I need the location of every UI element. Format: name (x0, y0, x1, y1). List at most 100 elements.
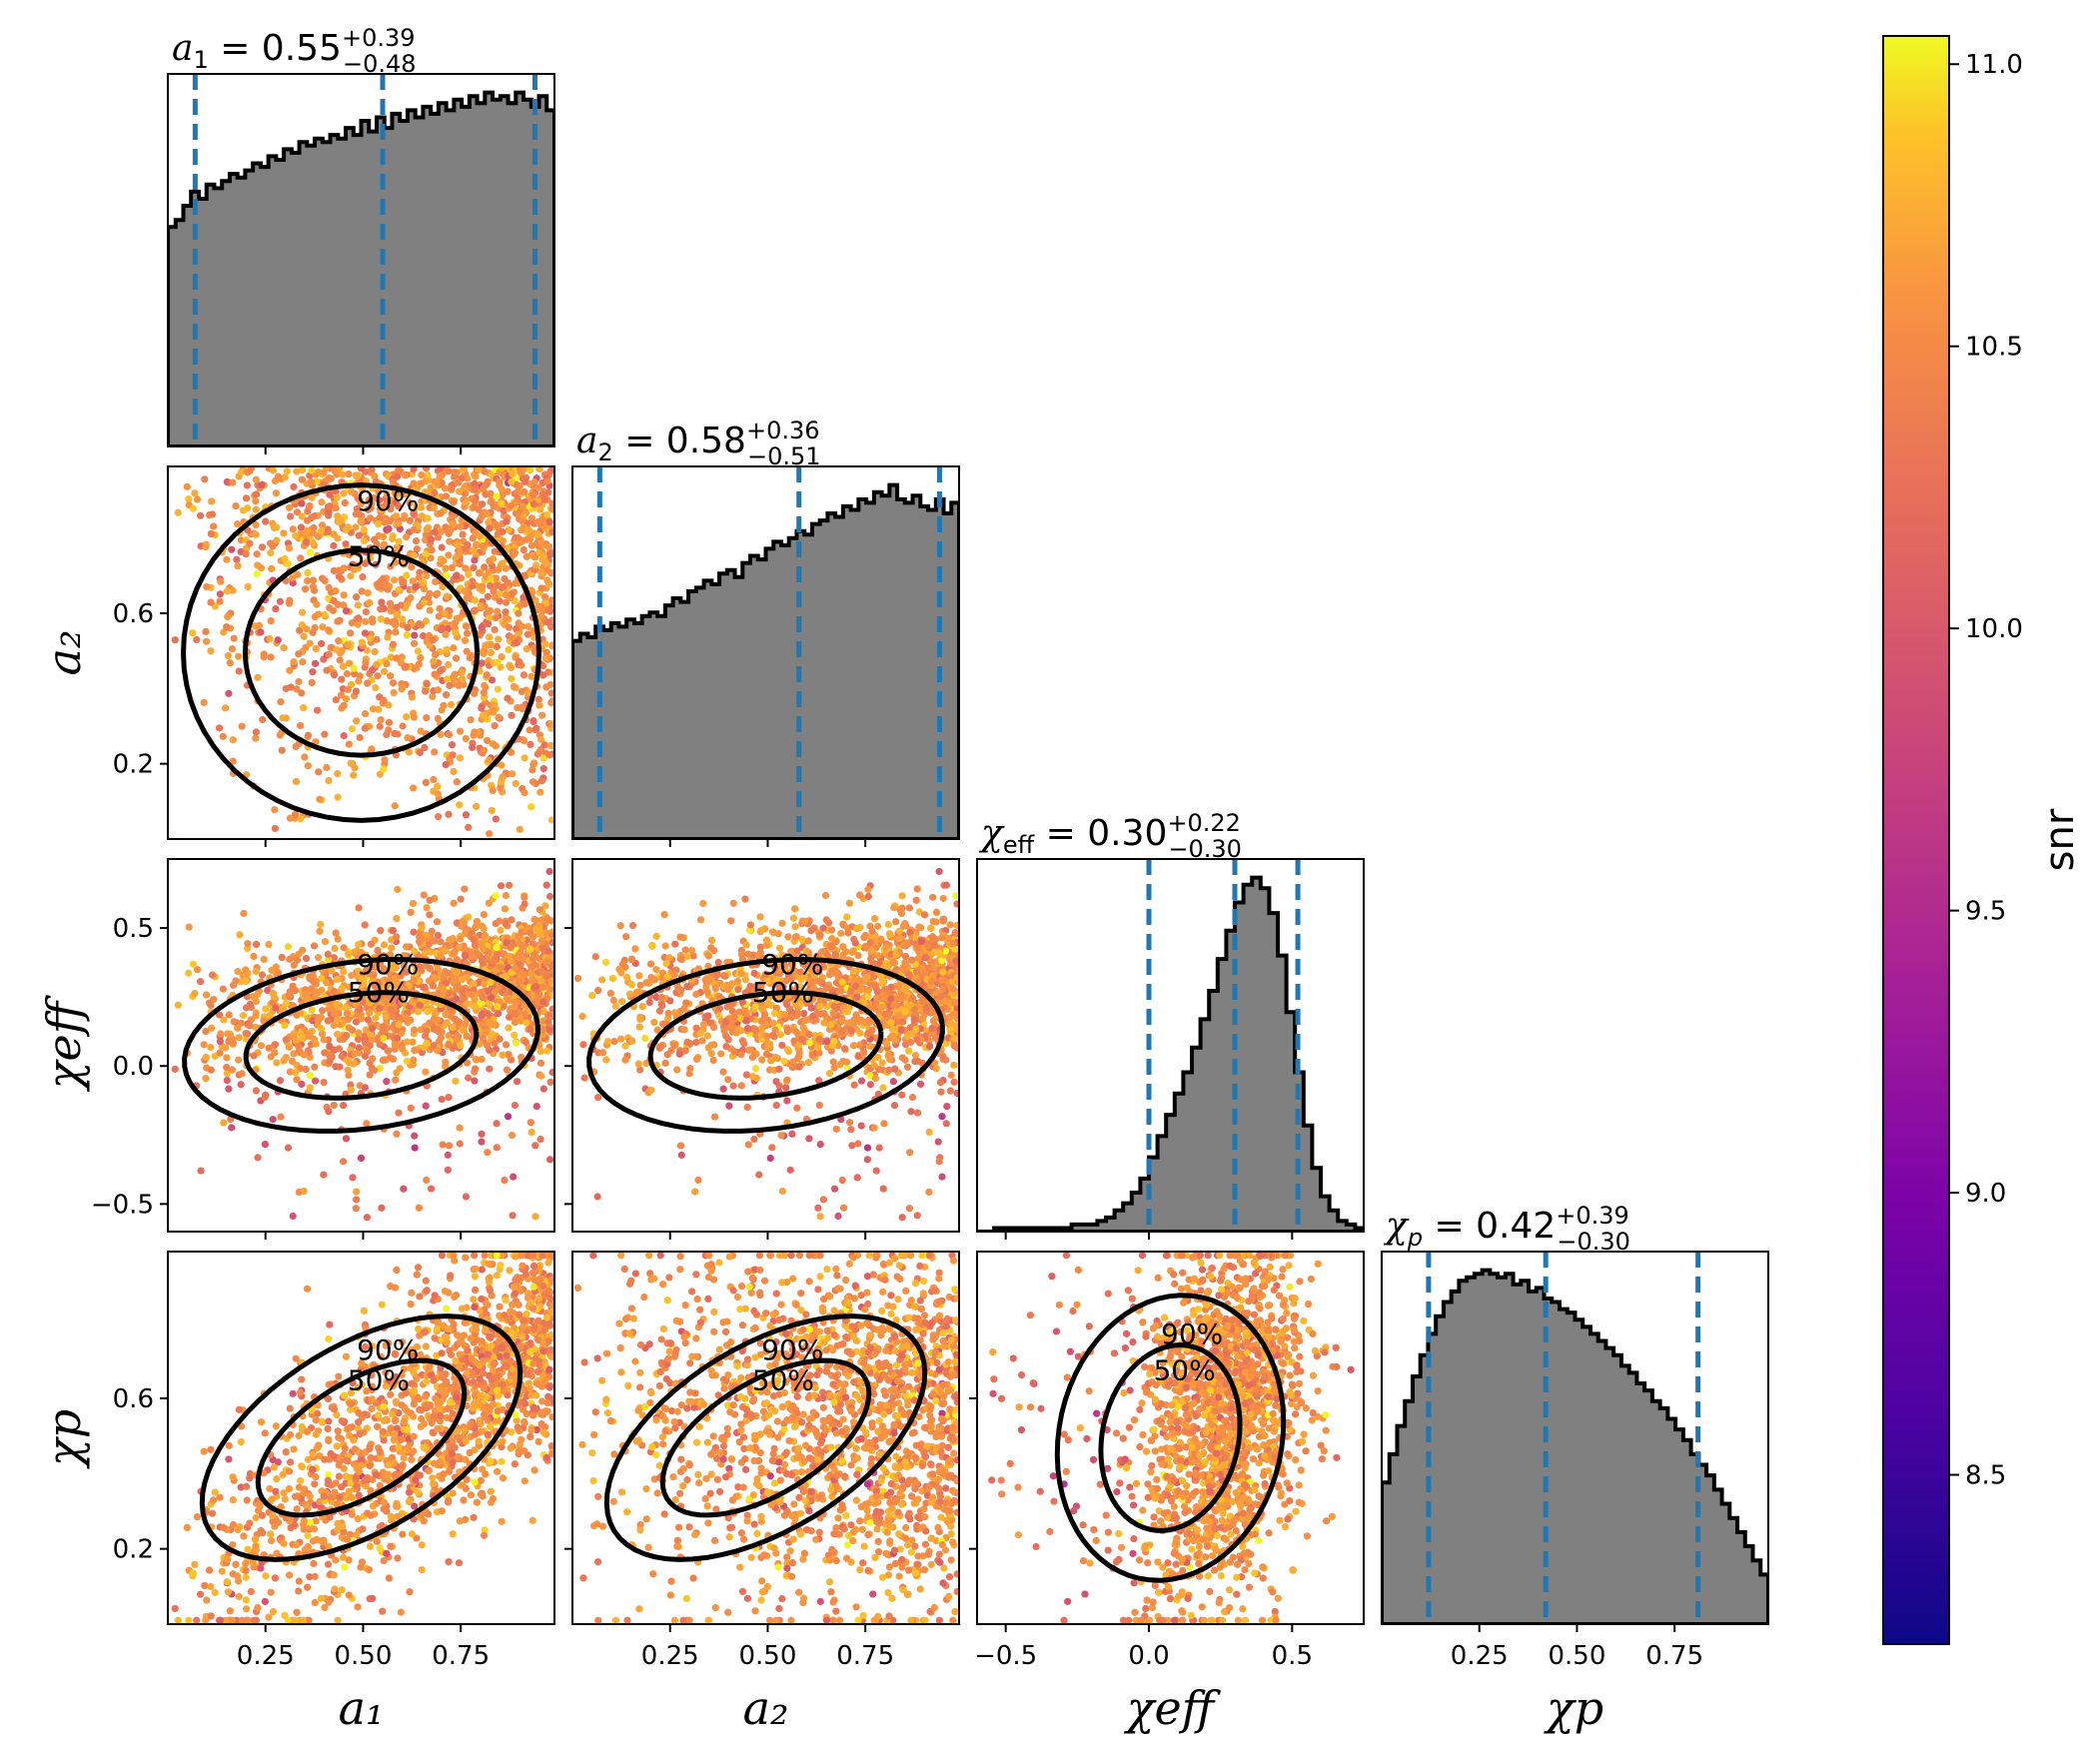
scatter-point (377, 926, 385, 935)
scatter-point (286, 814, 295, 822)
scatter-point (485, 620, 493, 628)
scatter-point (838, 1017, 846, 1025)
scatter-point (332, 503, 340, 512)
scatter-point (664, 1015, 672, 1023)
scatter-point (440, 986, 448, 994)
scatter-point (871, 1074, 879, 1083)
scatter-point (493, 492, 501, 500)
scatter-point (628, 1037, 636, 1045)
scatter-point (444, 1151, 452, 1159)
scatter-point (413, 1046, 421, 1054)
scatter-point (352, 1205, 360, 1213)
scatter-point (698, 1037, 706, 1045)
scatter-point (915, 923, 923, 931)
scatter-point (327, 643, 335, 652)
scatter-point (378, 598, 386, 606)
scatter-point (223, 1063, 231, 1072)
scatter-point (298, 621, 306, 629)
scatter-point (443, 571, 451, 579)
scatter-point (539, 552, 547, 560)
scatter-point (340, 701, 348, 709)
scatter-point (242, 494, 251, 502)
scatter-point (234, 520, 242, 528)
scatter-point (494, 530, 502, 538)
scatter-point (917, 937, 926, 946)
scatter-point (494, 1003, 502, 1011)
scatter-point (451, 676, 459, 684)
scatter-point (269, 1116, 277, 1124)
scatter-point (308, 466, 316, 474)
scatter-point (450, 767, 458, 776)
scatter-point (257, 1042, 266, 1050)
scatter-point (309, 582, 318, 590)
scatter-point (358, 638, 366, 646)
scatter-point (434, 782, 442, 790)
scatter-point (389, 1055, 398, 1063)
scatter-point (379, 1027, 387, 1036)
scatter-point (683, 952, 691, 961)
scatter-point (352, 687, 361, 695)
scatter-point (877, 936, 885, 944)
scatter-point (375, 979, 383, 987)
scatter-point (792, 1028, 801, 1037)
scatter-point (501, 905, 510, 913)
scatter-point (423, 466, 431, 472)
scatter-point (437, 730, 445, 738)
scatter-point (508, 674, 516, 683)
scatter-point (242, 550, 250, 558)
scatter-point (207, 1066, 215, 1074)
scatter-point (286, 1068, 295, 1076)
scatter-point (410, 784, 418, 792)
scatter-point (253, 550, 261, 558)
scatter-point (315, 532, 323, 540)
scatter-point (471, 1002, 480, 1011)
scatter-point (410, 1056, 418, 1064)
scatter-point (364, 679, 372, 687)
scatter-point (526, 1025, 534, 1033)
scatter-point (217, 1030, 225, 1038)
scatter-point (471, 479, 479, 487)
scatter-point (259, 715, 267, 724)
scatter-point (443, 675, 452, 683)
scatter-point (351, 670, 359, 678)
scatter-point (539, 1085, 547, 1093)
scatter-point (750, 1135, 758, 1144)
scatter-point (375, 580, 383, 588)
scatter-point (766, 1154, 774, 1163)
contour-50pct-a2-vs-a1 (242, 547, 481, 758)
scatter-point (431, 670, 439, 678)
scatter-point (267, 653, 275, 661)
scatter-point (400, 514, 409, 522)
scatter-point (401, 663, 409, 671)
y-tick-label-a2: 0.2 (113, 750, 154, 780)
scatter-point (478, 512, 486, 521)
scatter-point (288, 574, 297, 582)
scatter-point (662, 960, 670, 968)
scatter-point (280, 644, 288, 652)
scatter-point (867, 947, 876, 955)
scatter-point (313, 706, 322, 714)
scatter-point (793, 1104, 801, 1112)
scatter-point (274, 472, 283, 480)
scatter-point (509, 469, 517, 478)
scatter-point (223, 555, 231, 563)
scatter-point (520, 545, 527, 554)
scatter-point (768, 1144, 776, 1152)
scatter-point (346, 983, 354, 991)
scatter-point (324, 502, 333, 511)
scatter-point (216, 1049, 224, 1057)
scatter-point (291, 810, 300, 818)
scatter-point (547, 816, 554, 824)
scatter-point (400, 578, 408, 586)
scatter-point (352, 523, 360, 531)
scatter-point (455, 1018, 463, 1026)
scatter-point (445, 1032, 453, 1040)
scatter-point (743, 1103, 751, 1112)
scatter-point (252, 940, 261, 949)
scatter-point (472, 922, 481, 930)
scatter-point (494, 658, 502, 667)
scatter-point (310, 942, 319, 950)
scatter-point (456, 754, 465, 762)
scatter-point (431, 528, 439, 536)
scatter-point (387, 505, 395, 513)
